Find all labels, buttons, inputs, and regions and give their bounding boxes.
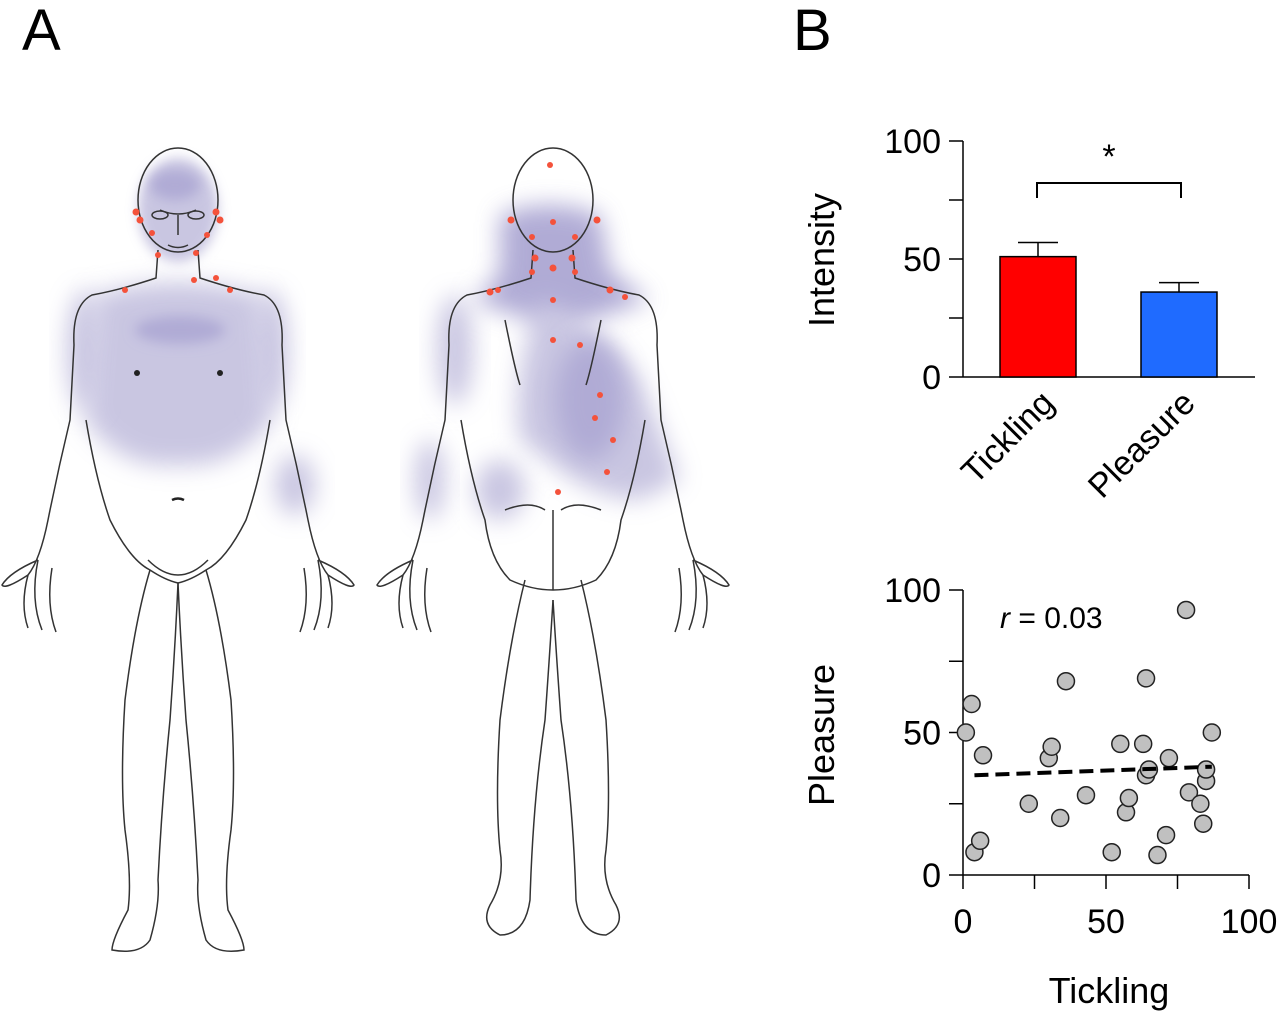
scatter-x-ticks: 0 50 100 [954,875,1278,941]
scatter-point [1193,814,1213,833]
scatter-point [1102,842,1121,862]
scatter-y-ticks: 0 50 100 [884,572,963,895]
scatter-y-tick-label: 0 [922,857,941,895]
front-body-figure [1,147,355,952]
scatter-point [1119,788,1139,808]
bar-y-tick-label: 50 [903,241,941,279]
scatter-point [1202,723,1222,742]
scatter-x-tick-label: 50 [1087,903,1125,941]
scatter-point [1191,794,1210,813]
scatter-point [1176,600,1196,620]
bar-pleasure [1140,291,1218,378]
bar-y-tick-label: 0 [922,359,941,397]
scatter-point [1019,794,1039,813]
scatter-point [1111,734,1130,754]
correlation-value: = 0.03 [1010,602,1103,635]
bar-tickling [999,255,1077,378]
scatter-x-tick-label: 100 [1221,903,1278,941]
back-touch-points [486,162,628,495]
scatter-point [956,723,976,742]
significance-bracket [1036,182,1182,198]
scatter-point [1156,825,1176,845]
back-outline [376,147,730,936]
scatter-point [962,694,981,714]
scatter-point [1056,671,1076,691]
scatter-y-tick-label: 50 [903,715,941,753]
scatter-point [1136,669,1156,688]
trend-line [974,764,1212,778]
bar-y-axis-label: Intensity [801,193,842,327]
scatter-points [956,600,1222,865]
correlation-annotation: r = 0.03 [1000,602,1103,635]
bar-y-ticks: 0 50 100 [884,123,963,397]
scatter-y-tick-label: 100 [884,572,941,610]
scatter-point [1179,783,1199,802]
panel-label-a: A [22,0,61,63]
body-map-illustration [1,147,730,952]
back-body-figure [376,147,730,936]
front-outline [1,147,355,952]
scatter-point [1159,748,1179,768]
panel-label-b: B [793,0,832,63]
scatter-x-axis-label: Tickling [1049,970,1170,1011]
bar-y-tick-label: 100 [884,123,941,161]
scatter-point [1042,737,1061,756]
scatter-point [1076,785,1096,805]
front-heatmap [67,158,315,515]
scatter-point [973,746,993,765]
significance-star: * [1102,138,1115,176]
scatter-point [1148,845,1167,865]
scatter-x-tick-label: 0 [954,903,973,941]
scatter-point [1133,734,1153,754]
front-touch-points [122,208,233,293]
bar-series [999,241,1218,378]
scatter-y-axis-label: Pleasure [801,664,842,806]
scatter-point [1196,760,1216,779]
scatter-point [970,831,990,851]
scatter-point [1050,808,1070,828]
correlation-r: r [1000,602,1011,635]
